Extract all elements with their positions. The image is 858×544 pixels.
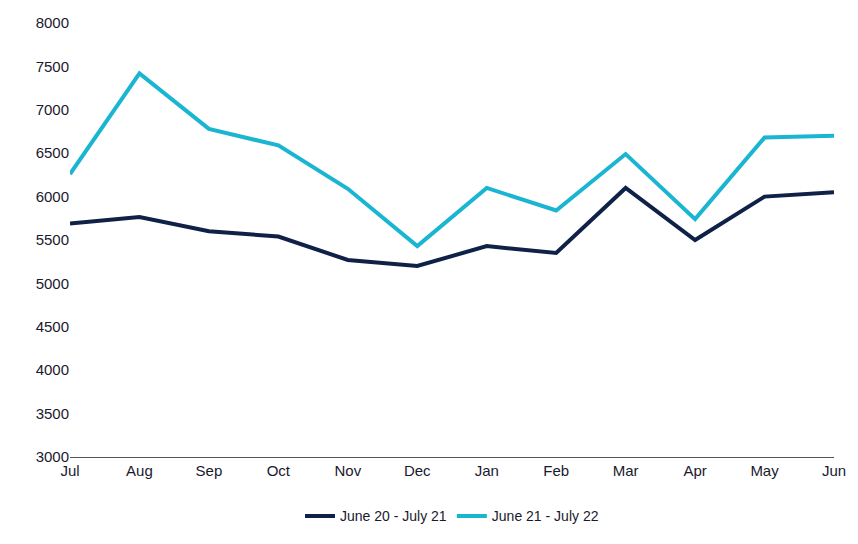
svg-text:6500: 6500 xyxy=(36,144,69,161)
svg-text:4500: 4500 xyxy=(36,318,69,335)
svg-text:3500: 3500 xyxy=(36,405,69,422)
svg-text:June 21 - July 22: June 21 - July 22 xyxy=(492,508,599,524)
svg-text:June 20 - July 21: June 20 - July 21 xyxy=(340,508,447,524)
svg-text:4000: 4000 xyxy=(36,361,69,378)
svg-text:5000: 5000 xyxy=(36,275,69,292)
svg-text:5500: 5500 xyxy=(36,231,69,248)
svg-text:6000: 6000 xyxy=(36,188,69,205)
svg-text:Jun: Jun xyxy=(822,462,846,479)
svg-text:Aug: Aug xyxy=(126,462,153,479)
svg-text:Sep: Sep xyxy=(196,462,223,479)
svg-text:Oct: Oct xyxy=(267,462,291,479)
svg-text:7500: 7500 xyxy=(36,58,69,75)
svg-text:Nov: Nov xyxy=(334,462,361,479)
svg-text:7000: 7000 xyxy=(36,101,69,118)
svg-text:Apr: Apr xyxy=(683,462,706,479)
svg-text:Jan: Jan xyxy=(475,462,499,479)
svg-text:Jul: Jul xyxy=(60,462,79,479)
svg-text:3000: 3000 xyxy=(36,448,69,465)
svg-text:Mar: Mar xyxy=(613,462,639,479)
svg-text:8000: 8000 xyxy=(36,14,69,31)
svg-text:May: May xyxy=(750,462,779,479)
svg-text:Dec: Dec xyxy=(404,462,431,479)
svg-text:Feb: Feb xyxy=(543,462,569,479)
